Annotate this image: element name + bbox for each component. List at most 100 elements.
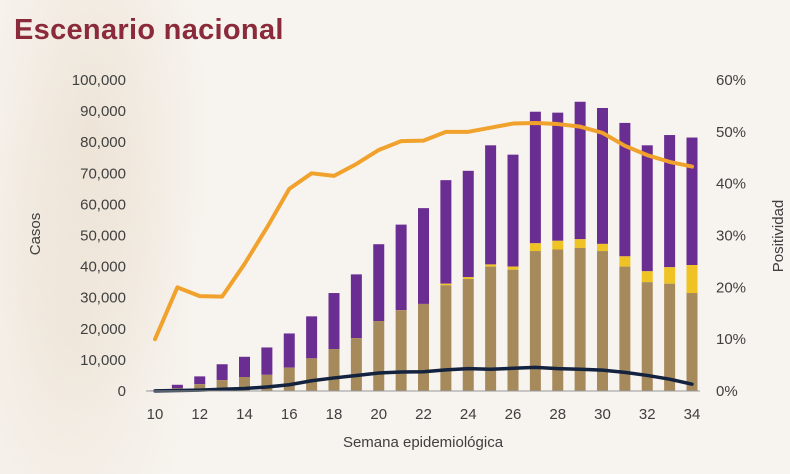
x-tick-label: 28	[549, 406, 566, 423]
bar-cases	[395, 224, 407, 311]
x-tick-label: 10	[147, 406, 164, 423]
bar-suspect	[440, 283, 452, 286]
bar-confirmed	[418, 303, 429, 391]
bar-cases	[529, 111, 541, 244]
bar-cases	[664, 135, 676, 268]
bar-confirmed	[529, 251, 541, 391]
bar-confirmed	[306, 358, 318, 391]
lines	[153, 121, 694, 393]
bar-suspect	[507, 266, 519, 270]
bar-confirmed	[440, 285, 452, 391]
y-tick-label: 40,000	[80, 259, 126, 276]
bar-confirmed	[350, 338, 362, 391]
bar-confirmed	[619, 266, 631, 391]
bar-cases	[306, 316, 318, 359]
bar-confirmed	[641, 282, 653, 391]
bar-suspect	[597, 243, 608, 252]
y2-tick-label: 50%	[716, 124, 746, 141]
bar-cases	[171, 384, 183, 389]
bar-confirmed	[597, 251, 608, 391]
bar-cases	[261, 347, 273, 375]
y-tick-label: 20,000	[80, 321, 126, 338]
bar-suspect	[619, 256, 631, 267]
y-tick-label: 80,000	[80, 134, 126, 151]
bar-cases	[574, 101, 586, 240]
bar-cases	[440, 180, 452, 284]
positivity-line	[153, 121, 694, 342]
y2-tick-label: 30%	[716, 228, 746, 245]
x-tick-label: 22	[415, 406, 432, 423]
x-tick-label: 12	[191, 406, 208, 423]
bar-cases	[418, 208, 429, 304]
bar-cases	[373, 244, 385, 322]
bar-confirmed	[373, 321, 385, 391]
bar-suspect	[574, 239, 586, 248]
deaths-line	[153, 365, 694, 393]
bar-confirmed	[507, 269, 519, 391]
y2-tick-label: 0%	[716, 383, 738, 400]
y2-tick-label: 60%	[716, 72, 746, 89]
bar-suspect	[686, 265, 698, 294]
x-tick-label: 16	[281, 406, 298, 423]
bar-cases	[194, 376, 206, 385]
x-tick-label: 20	[370, 406, 387, 423]
bar-confirmed	[574, 247, 586, 391]
bar-confirmed	[216, 380, 228, 391]
x-tick-label: 18	[326, 406, 343, 423]
y-tick-label: 30,000	[80, 290, 126, 307]
background-watermark	[0, 0, 230, 474]
x-axis-label: Semana epidemiológica	[343, 434, 504, 451]
bar-suspect	[462, 277, 474, 280]
bar-confirmed	[328, 349, 340, 391]
y-tick-label: 10,000	[80, 352, 126, 369]
bar-cases	[597, 107, 608, 244]
x-tick-label: 14	[236, 406, 253, 423]
bar-cases	[485, 145, 497, 265]
bar-suspect	[529, 243, 541, 252]
y-tick-label: 60,000	[80, 196, 126, 213]
bar-cases	[619, 122, 631, 257]
y2-tick-label: 40%	[716, 176, 746, 193]
bar-cases	[239, 356, 250, 378]
y-tick-label: 90,000	[80, 103, 126, 120]
page-title: Escenario nacional	[14, 14, 284, 46]
y-tick-label: 0	[118, 383, 126, 400]
bar-cases	[686, 137, 698, 266]
bar-confirmed	[194, 384, 206, 391]
bar-cases	[641, 145, 653, 272]
y-tick-label: 100,000	[72, 72, 126, 89]
bar-cases	[507, 154, 519, 267]
bar-suspect	[664, 267, 676, 284]
x-tick-label: 24	[460, 406, 477, 423]
bar-cases	[216, 364, 228, 381]
bar-confirmed	[552, 249, 564, 391]
y2-tick-label: 20%	[716, 279, 746, 296]
x-axis-ticks: 10 12 14 16 18 20 22 24 26 28 30 32 34	[147, 406, 701, 423]
bar-confirmed	[239, 377, 250, 391]
bar-suspect	[485, 264, 497, 267]
bar-suspect	[552, 240, 564, 250]
bar-cases	[328, 293, 340, 350]
y2-axis-ticks: 0% 10% 20% 30% 40% 50% 60%	[716, 72, 746, 400]
y-tick-label: 70,000	[80, 165, 126, 182]
bar-confirmed	[261, 374, 273, 391]
y-axis-label: Casos	[27, 213, 44, 256]
bar-confirmed	[686, 293, 698, 391]
bar-confirmed	[283, 367, 295, 391]
x-tick-label: 26	[505, 406, 522, 423]
x-tick-label: 30	[594, 406, 611, 423]
bar-cases	[462, 170, 474, 278]
y-axis-ticks: 0 10,000 20,000 30,000 40,000 50,000 60,000 70,…	[72, 72, 126, 400]
bar-cases	[283, 333, 295, 368]
bar-confirmed	[485, 266, 497, 391]
bar-cases	[552, 112, 564, 241]
y2-axis-label: Positividad	[770, 200, 787, 273]
bar-cases	[350, 274, 362, 339]
y2-tick-label: 10%	[716, 331, 746, 348]
bars	[149, 101, 698, 391]
y-tick-label: 50,000	[80, 228, 126, 245]
bar-suspect	[641, 271, 653, 283]
x-tick-label: 32	[639, 406, 656, 423]
bar-confirmed	[664, 283, 676, 391]
